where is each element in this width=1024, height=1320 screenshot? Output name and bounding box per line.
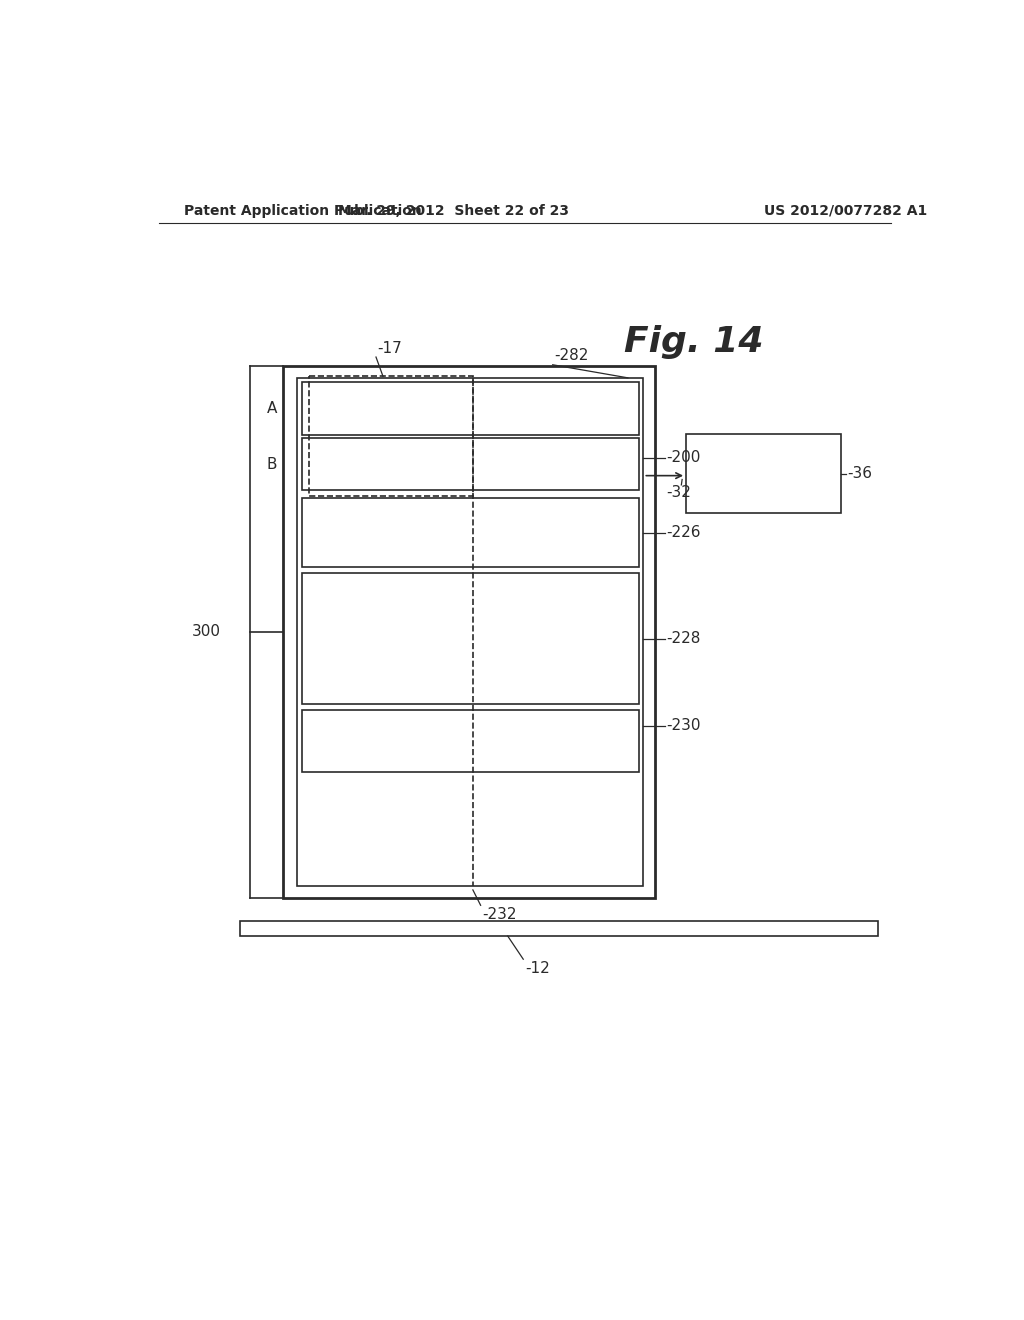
Bar (302, 710, 639, 772)
Text: -282: -282 (554, 348, 589, 363)
Bar (297, 378, 643, 886)
Bar (302, 438, 639, 490)
Text: B: B (266, 457, 276, 471)
Bar (302, 573, 639, 705)
Text: -36: -36 (847, 466, 872, 482)
Text: -200: -200 (666, 450, 700, 466)
Text: Fig. 14: Fig. 14 (624, 325, 764, 359)
Text: -228: -228 (666, 631, 700, 647)
Bar (308, 376, 473, 496)
Text: US 2012/0077282 A1: US 2012/0077282 A1 (764, 203, 927, 218)
Text: Patent Application Publication: Patent Application Publication (183, 203, 422, 218)
Bar (302, 383, 639, 434)
Text: -232: -232 (482, 907, 517, 921)
Bar (241, 921, 879, 936)
Bar (302, 498, 639, 568)
Bar (686, 434, 841, 513)
Text: -12: -12 (524, 961, 550, 975)
Text: -17: -17 (378, 341, 402, 355)
Text: Mar. 29, 2012  Sheet 22 of 23: Mar. 29, 2012 Sheet 22 of 23 (338, 203, 569, 218)
Text: -226: -226 (666, 525, 700, 540)
Text: -32: -32 (666, 484, 691, 500)
Text: 300: 300 (193, 624, 221, 639)
Text: A: A (266, 401, 276, 416)
Bar (283, 367, 655, 898)
Text: -230: -230 (666, 718, 700, 734)
